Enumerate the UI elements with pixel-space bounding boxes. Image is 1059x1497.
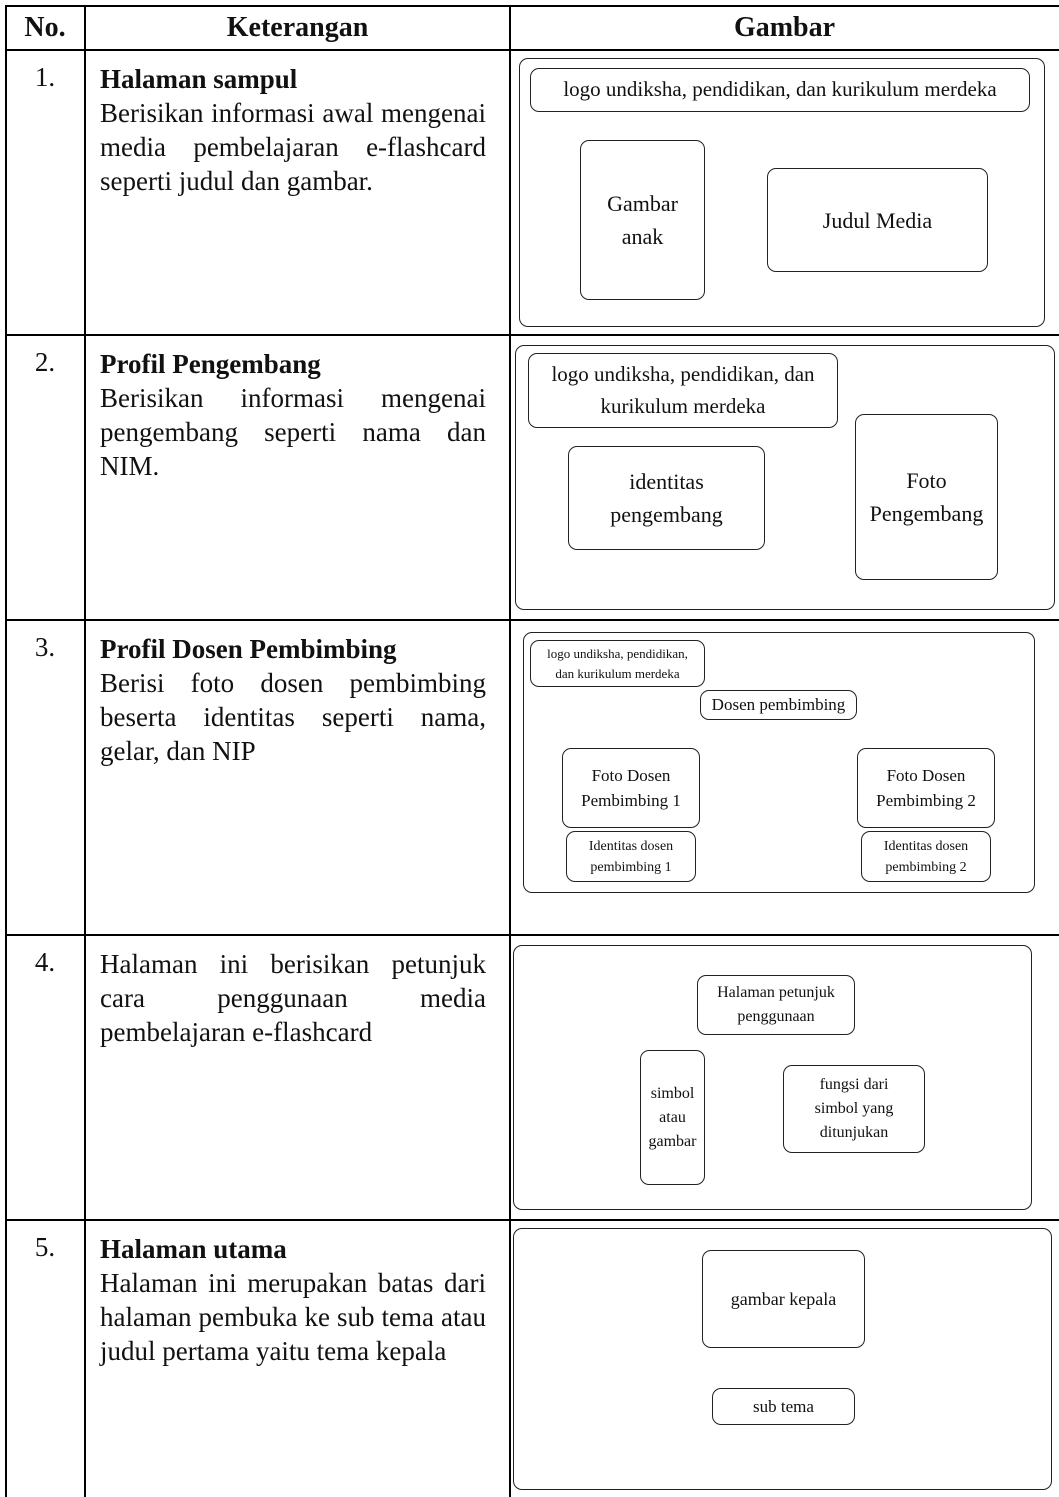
wireframe-box: sub tema (712, 1388, 855, 1425)
wireframe-box: logo undiksha, pendidikan, dan kurikulum… (530, 68, 1030, 112)
table-border (5, 934, 1059, 936)
wireframe-box: logo undiksha, pendidikan, dan kurikulum… (530, 640, 705, 687)
description-cell: Halaman ini berisikan petunjuk cara peng… (100, 947, 486, 1049)
wireframe-box: Dosen pembimbing (700, 690, 857, 720)
row-number: 4. (34, 947, 56, 977)
row-description: Berisikan informasi mengenai pengembang … (100, 383, 486, 481)
wireframe-box: Judul Media (767, 168, 988, 272)
row-title: Profil Dosen Pembimbing (100, 634, 397, 664)
row-number: 5. (34, 1232, 56, 1262)
wireframe-box: Foto Dosen Pembimbing 1 (562, 748, 700, 828)
row-description: Halaman ini merupakan batas dari halaman… (100, 1268, 486, 1366)
wireframe-box: simbol atau gambar (640, 1050, 705, 1185)
table-border (5, 1219, 1059, 1221)
wireframe (513, 945, 1032, 1210)
wireframe (515, 345, 1055, 610)
wireframe-box: Halaman petunjuk penggunaan (697, 975, 855, 1035)
table-border (5, 5, 7, 1497)
wireframe (513, 1228, 1052, 1490)
wireframe-box: fungsi dari simbol yang ditunjukan (783, 1065, 925, 1153)
header-cell: No. (24, 11, 66, 43)
table-border (5, 5, 1059, 7)
row-number: 3. (34, 632, 56, 662)
row-description: Halaman ini berisikan petunjuk cara peng… (100, 949, 486, 1047)
table-border (84, 5, 86, 1497)
table-border (5, 619, 1059, 621)
wireframe-box: logo undiksha, pendidikan, dan kurikulum… (528, 353, 838, 428)
description-cell: Halaman sampul Berisikan informasi awal m… (100, 62, 486, 198)
row-description: Berisikan informasi awal mengenai media … (100, 98, 486, 196)
header-cell: Gambar (733, 11, 836, 43)
description-cell: Halaman utama Halaman ini merupakan batas… (100, 1232, 486, 1368)
row-title: Profil Pengembang (100, 349, 321, 379)
table-border (509, 5, 511, 1497)
wireframe (523, 632, 1035, 893)
row-title: Halaman utama (100, 1234, 287, 1264)
description-cell: Profil Dosen Pembimbing Berisi foto dosen… (100, 632, 486, 768)
header-cell: Keterangan (226, 11, 369, 43)
row-number: 1. (34, 62, 56, 92)
row-title: Halaman sampul (100, 64, 298, 94)
table-border (5, 334, 1059, 336)
wireframe-box: Foto Pengembang (855, 414, 998, 580)
wireframe-box: gambar kepala (702, 1250, 865, 1348)
wireframe (519, 58, 1045, 327)
table-border (5, 49, 1059, 51)
wireframe-box: Identitas dosen pembimbing 2 (861, 831, 991, 882)
description-cell: Profil Pengembang Berisikan informasi men… (100, 347, 486, 483)
wireframe-box: Gambar anak (580, 140, 705, 300)
wireframe-box: Identitas dosen pembimbing 1 (566, 831, 696, 882)
wireframe-box: identitas pengembang (568, 446, 765, 550)
row-description: Berisi foto dosen pembimbing beserta ide… (100, 668, 486, 766)
wireframe-box: Foto Dosen Pembimbing 2 (857, 748, 995, 828)
row-number: 2. (34, 347, 56, 377)
